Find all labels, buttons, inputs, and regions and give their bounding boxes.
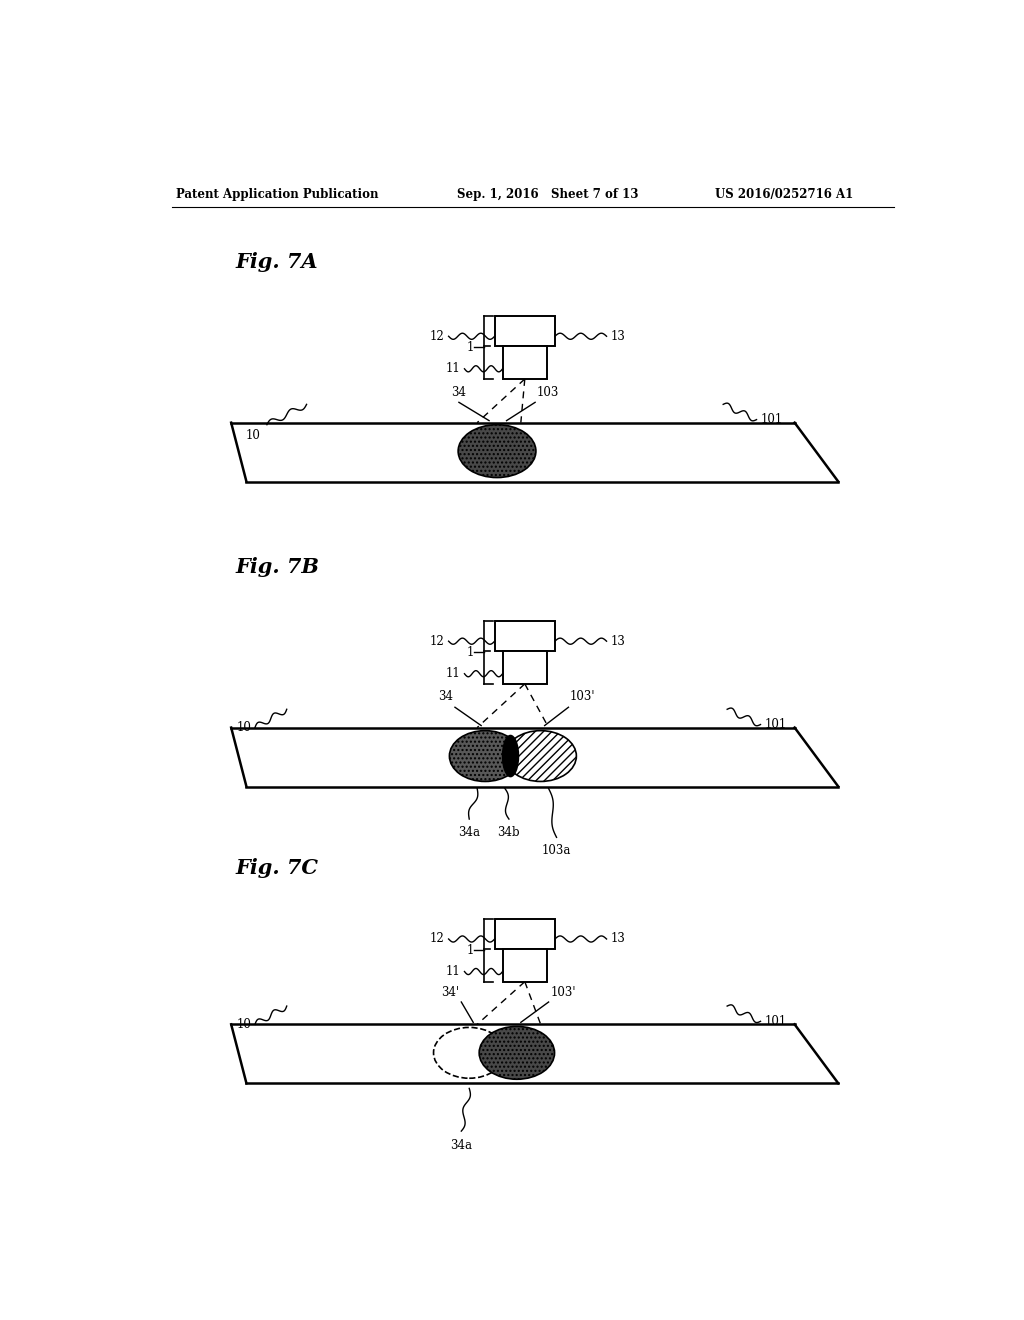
Text: 101: 101 — [765, 1015, 786, 1028]
Text: 13: 13 — [610, 330, 626, 343]
Text: 10: 10 — [237, 1018, 251, 1031]
Text: Fig. 7B: Fig. 7B — [236, 557, 319, 577]
Bar — [503, 346, 547, 379]
Ellipse shape — [479, 1027, 555, 1080]
Text: 34a: 34a — [459, 826, 480, 840]
Text: Fig. 7A: Fig. 7A — [236, 252, 317, 272]
Text: US 2016/0252716 A1: US 2016/0252716 A1 — [715, 189, 854, 202]
Bar — [495, 919, 555, 949]
Text: 10: 10 — [237, 721, 251, 734]
Text: 34': 34' — [441, 986, 460, 999]
Text: 101: 101 — [761, 413, 782, 426]
Ellipse shape — [458, 425, 536, 478]
Text: Sep. 1, 2016   Sheet 7 of 13: Sep. 1, 2016 Sheet 7 of 13 — [458, 189, 639, 202]
Bar — [503, 949, 547, 982]
Text: Patent Application Publication: Patent Application Publication — [176, 189, 378, 202]
Ellipse shape — [502, 735, 519, 777]
Ellipse shape — [505, 731, 577, 781]
Text: 34: 34 — [438, 690, 454, 704]
Text: 1: 1 — [467, 341, 474, 354]
Text: 1: 1 — [467, 944, 474, 957]
Text: 12: 12 — [430, 330, 444, 343]
Text: 13: 13 — [610, 635, 626, 648]
Text: 103': 103' — [570, 690, 596, 704]
Text: 13: 13 — [610, 932, 626, 945]
Text: 103': 103' — [550, 986, 575, 999]
Text: 11: 11 — [445, 362, 461, 375]
Text: 34: 34 — [452, 387, 466, 399]
Text: 101: 101 — [765, 718, 786, 731]
Bar — [503, 651, 547, 684]
Bar — [495, 315, 555, 346]
Text: 11: 11 — [445, 667, 461, 680]
Text: 1: 1 — [467, 645, 474, 659]
Text: Fig. 7C: Fig. 7C — [236, 858, 318, 878]
Text: 103: 103 — [537, 387, 559, 399]
Text: 34b: 34b — [498, 826, 520, 840]
Ellipse shape — [450, 731, 521, 781]
Text: 12: 12 — [430, 635, 444, 648]
Text: 12: 12 — [430, 932, 444, 945]
Bar — [495, 620, 555, 651]
Text: 10: 10 — [246, 429, 260, 442]
Text: 11: 11 — [445, 965, 461, 978]
Text: 34a: 34a — [451, 1139, 472, 1152]
Text: 103a: 103a — [542, 845, 571, 858]
